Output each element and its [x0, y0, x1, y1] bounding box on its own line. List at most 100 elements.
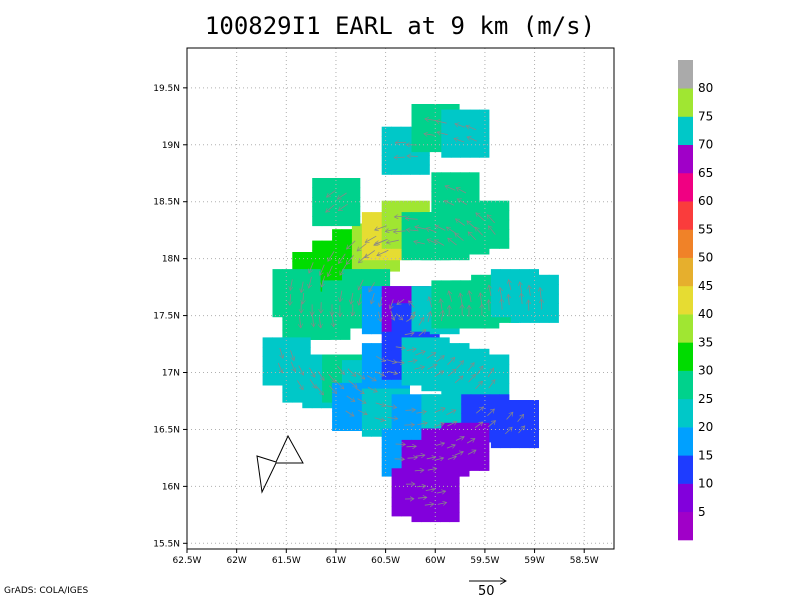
wind-cell [470, 229, 481, 240]
wind-arrow [505, 427, 512, 435]
wind-cell [361, 240, 372, 251]
wind-cell [391, 422, 402, 433]
wind-arrow [417, 497, 427, 498]
wind-cell [528, 269, 539, 280]
wind-cell [421, 250, 432, 261]
wind-cell [421, 474, 432, 485]
colorbar-label: 10 [698, 477, 713, 491]
wind-cell [441, 386, 452, 397]
wind-arrow [290, 279, 292, 290]
colorbar-label: 65 [698, 166, 713, 180]
wind-arrow [509, 280, 511, 291]
wind-cell [381, 360, 392, 371]
wind-cell [381, 295, 392, 306]
wind-cell [479, 138, 490, 149]
wind-cell [411, 512, 422, 523]
wind-arrow [476, 407, 483, 414]
wind-cell [520, 293, 531, 304]
wind-cell [410, 200, 421, 211]
wind-cell [449, 502, 460, 513]
wind-arrow [435, 356, 444, 363]
wind-cell [460, 422, 471, 433]
y-tick-label: 19N [162, 141, 180, 151]
wind-arrow [347, 368, 356, 377]
wind-cell [291, 346, 302, 357]
wind-cell [429, 468, 440, 479]
wind-arrow [393, 231, 406, 232]
wind-cell [262, 365, 273, 376]
wind-arrow [500, 287, 502, 299]
wind-cell [321, 187, 332, 198]
wind-cell [490, 312, 501, 323]
wind-cell [312, 197, 323, 208]
wind-arrow [506, 412, 513, 420]
wind-cell [391, 312, 402, 323]
wind-arrow [455, 233, 464, 241]
wind-cell [411, 346, 422, 357]
wind-cell [390, 250, 401, 261]
wind-cell [322, 383, 333, 394]
wind-cell [459, 250, 470, 261]
wind-cell [490, 400, 501, 411]
wind-cell [291, 383, 302, 394]
wind-cell [480, 274, 491, 285]
wind-cell [332, 238, 343, 249]
wind-cell [440, 299, 451, 310]
wind-cell [340, 216, 351, 227]
wind-arrow [309, 379, 316, 388]
wind-cell [391, 428, 402, 439]
wind-arrow [406, 446, 417, 447]
wind-cell [469, 109, 480, 120]
wind-cell [520, 284, 531, 295]
wind-cell [539, 303, 550, 314]
wind-cell [401, 394, 412, 405]
wind-cell [529, 312, 540, 323]
wind-cell [490, 438, 501, 449]
wind-cell [380, 261, 391, 272]
wind-cell [441, 451, 452, 462]
wind-cell [310, 354, 321, 365]
wind-cell [332, 248, 343, 259]
wind-arrow [429, 297, 432, 308]
wind-arrow [309, 262, 314, 273]
wind-cell [421, 422, 432, 433]
wind-cell [331, 216, 342, 227]
grads-credit: GrADS: COLA/IGES [4, 586, 89, 596]
wind-arrow [480, 293, 482, 305]
wind-arrow [394, 459, 405, 460]
wind-cell [440, 512, 451, 523]
wind-cell [380, 417, 391, 428]
wind-cell [469, 210, 480, 221]
wind-cell [350, 216, 361, 227]
wind-arrow [386, 240, 399, 243]
wind-cell [441, 422, 452, 433]
wind-cell [461, 373, 472, 384]
wind-arrow [345, 410, 354, 417]
wind-arrow [356, 372, 365, 379]
colorbar-label: 30 [698, 364, 713, 378]
wind-cell [440, 343, 451, 354]
wind-cell [489, 383, 500, 394]
wind-cell [430, 231, 441, 242]
wind-cell [440, 200, 451, 211]
wind-cell [401, 356, 412, 367]
wind-cell [469, 119, 480, 130]
wind-cell [351, 307, 362, 318]
wind-cell [419, 200, 430, 211]
wind-cell [470, 318, 481, 329]
wind-cell [351, 411, 362, 422]
wind-cell [391, 229, 402, 240]
wind-cell [461, 354, 472, 365]
wind-cell [479, 348, 490, 359]
wind-cell [528, 438, 539, 449]
wind-cell [469, 128, 480, 139]
wind-cell [291, 354, 302, 365]
wind-cell [460, 432, 471, 443]
wind-cell [411, 295, 422, 306]
wind-arrow [348, 380, 358, 387]
wind-arrow [277, 362, 282, 373]
wind-cell [449, 343, 460, 354]
wind-arrow [447, 456, 457, 459]
wind-cell [469, 147, 480, 158]
wind-cell [451, 299, 462, 310]
